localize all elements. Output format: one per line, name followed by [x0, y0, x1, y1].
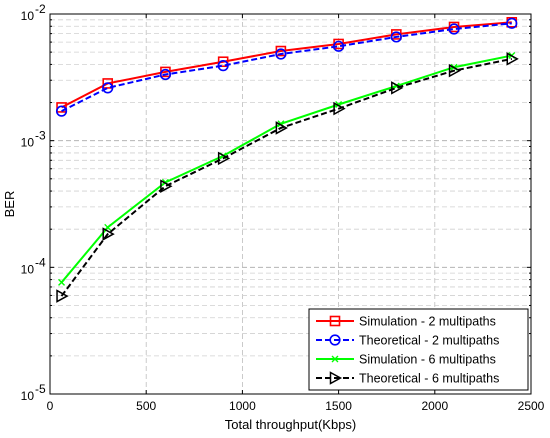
y-tick-label: 10	[21, 9, 35, 23]
y-tick-labels: 10-210-310-410-5	[21, 2, 46, 403]
data-point-x	[58, 278, 66, 286]
y-tick-label-exponent: -2	[35, 2, 46, 16]
legend-item: Theoretical - 6 multipaths	[316, 371, 499, 386]
plot-frame	[49, 13, 532, 395]
data-point-circle	[390, 31, 402, 43]
series-2	[55, 17, 518, 117]
series-line	[61, 21, 512, 109]
y-tick-label-exponent: -5	[35, 382, 46, 396]
x-tick-label: 1000	[229, 399, 256, 413]
legend-label: Simulation - 6 multipaths	[359, 353, 496, 367]
data-point-circle	[55, 105, 68, 117]
legend: Simulation - 2 multipaths Theoretical - 2…	[308, 308, 529, 391]
x-tick-labels: 0 500 1000 1500 2000 2500	[47, 399, 545, 413]
legend-box	[308, 308, 529, 391]
data-point-triangle	[448, 63, 462, 78]
legend-label: Simulation - 2 multipaths	[359, 315, 496, 329]
x-tick-label: 2000	[421, 399, 448, 413]
data-point-triangle	[102, 227, 115, 241]
y-tick-label: 10	[21, 136, 35, 150]
x-tick-label: 0	[47, 399, 54, 413]
data-point-triangle	[217, 151, 231, 166]
series-line	[61, 22, 512, 113]
legend-label: Theoretical - 6 multipaths	[359, 372, 499, 386]
x-tick-label: 500	[136, 399, 156, 413]
data-point-circle	[102, 82, 114, 94]
x-tick-label: 1500	[325, 399, 352, 413]
data-point-square	[329, 315, 341, 327]
x-axis-label: Total throughput(Kbps)	[225, 417, 357, 432]
data-point-triangle	[333, 101, 346, 116]
axis-ticks	[49, 14, 532, 395]
data-point-triangle	[506, 52, 519, 66]
data-point-triangle	[275, 121, 288, 135]
data-point-circle	[217, 60, 229, 72]
data-point-circle	[448, 23, 460, 35]
y-tick-label: 10	[21, 262, 35, 276]
y-axis-label: BER	[2, 191, 17, 218]
data-point-triangle	[391, 81, 404, 95]
data-point-circle	[329, 334, 341, 346]
data-point-circle	[506, 17, 518, 29]
series-line	[60, 57, 512, 297]
series-layer	[55, 16, 519, 303]
y-tick-label-exponent: -3	[35, 129, 46, 143]
data-point-x	[331, 355, 339, 363]
y-tick-label-exponent: -4	[35, 255, 46, 269]
data-point-triangle	[56, 289, 69, 303]
legend-label: Theoretical - 2 multipaths	[359, 334, 499, 348]
x-tick-label: 2500	[518, 399, 545, 413]
legend-item: Simulation - 2 multipaths	[316, 315, 496, 329]
data-point-square	[217, 56, 229, 68]
y-tick-label: 10	[21, 389, 35, 403]
data-point-triangle	[329, 371, 343, 385]
data-point-circle	[275, 48, 287, 60]
legend-item: Simulation - 6 multipaths	[316, 353, 496, 367]
legend-item: Theoretical - 2 multipaths	[316, 334, 499, 348]
series-4	[56, 52, 519, 303]
data-point-triangle	[160, 179, 173, 193]
data-point-square	[102, 78, 114, 89]
data-point-circle	[159, 68, 172, 81]
data-point-square	[56, 102, 67, 113]
data-point-circle	[333, 40, 345, 52]
